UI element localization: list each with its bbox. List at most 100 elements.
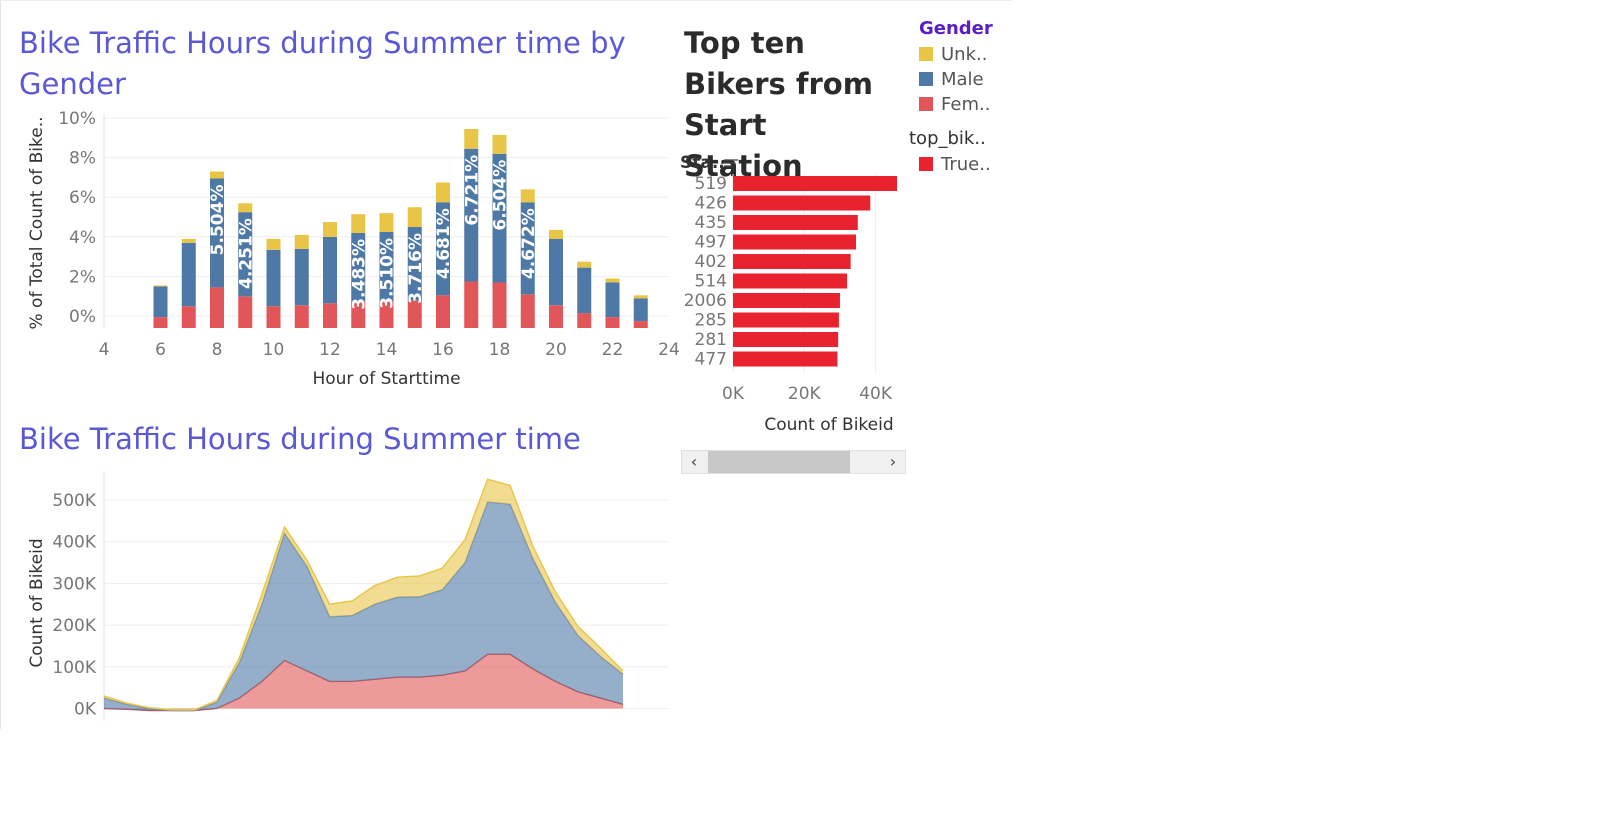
y-tick-label: 2% bbox=[69, 267, 96, 287]
legend-item-gender[interactable]: Fem.. bbox=[919, 94, 990, 116]
legend-swatch bbox=[919, 96, 933, 111]
gender-legend-title: Gender bbox=[919, 18, 993, 39]
bar-segment bbox=[605, 278, 620, 283]
bar-segment bbox=[323, 236, 337, 304]
bar-segment bbox=[549, 229, 563, 239]
bar-segment bbox=[153, 286, 168, 318]
bar bbox=[733, 195, 871, 211]
bar-segment bbox=[351, 214, 366, 233]
scrollbar-thumb[interactable] bbox=[708, 451, 850, 473]
data-label: 3.716% bbox=[406, 233, 426, 304]
category-label: 285 bbox=[695, 311, 727, 331]
area-chart-title: Bike Traffic Hours during Summer time bbox=[19, 422, 581, 456]
bar-segment bbox=[238, 296, 253, 328]
category-label: 2006 bbox=[684, 291, 727, 311]
bar bbox=[733, 351, 838, 367]
y-axis-label: % of Total Count of Bike.. bbox=[27, 116, 47, 329]
category-label: 435 bbox=[695, 213, 727, 233]
x-tick-label: 8 bbox=[212, 340, 223, 360]
bar-segment bbox=[492, 134, 507, 154]
y-tick-label: 6% bbox=[69, 188, 96, 208]
bar-segment bbox=[210, 287, 224, 328]
sort-icon[interactable] bbox=[724, 159, 738, 167]
bar-segment bbox=[633, 298, 648, 322]
x-axis-label: Hour of Starttime bbox=[312, 369, 460, 389]
bar bbox=[733, 312, 839, 328]
bar-segment bbox=[351, 301, 366, 328]
area-series bbox=[104, 654, 623, 711]
legend-item-top[interactable]: True.. bbox=[919, 154, 991, 176]
area-chart[interactable]: 0K 100K 200K 300K 400K 500K Count of Bikeid bbox=[1, 463, 681, 729]
bar-segment bbox=[153, 285, 168, 287]
y-tick-label: 300K bbox=[52, 574, 96, 594]
category-label: 402 bbox=[695, 252, 727, 272]
bar-segment bbox=[520, 294, 535, 328]
top-chart-title: Top ten Bikers from Start Station bbox=[684, 26, 873, 183]
bar bbox=[733, 293, 840, 308]
bar-segment bbox=[294, 248, 309, 306]
bar-segment bbox=[266, 306, 281, 328]
bar-segment bbox=[266, 249, 281, 307]
category-label: 281 bbox=[695, 330, 727, 350]
bar-segment bbox=[181, 242, 196, 307]
x-tick-label: 18 bbox=[489, 340, 511, 360]
scroll-left-icon[interactable]: ‹ bbox=[690, 452, 698, 471]
y-tick-label: 4% bbox=[69, 228, 96, 248]
category-label: 514 bbox=[695, 272, 727, 292]
x-tick-label: 6 bbox=[155, 340, 166, 360]
bar-segment bbox=[520, 189, 535, 203]
bar-segment bbox=[577, 313, 592, 328]
bar-segment bbox=[294, 234, 309, 249]
category-label: 519 bbox=[695, 174, 727, 194]
category-label: 497 bbox=[695, 233, 727, 253]
legend-swatch bbox=[919, 71, 933, 86]
bar-segment bbox=[520, 202, 535, 295]
y-tick-label: 100K bbox=[52, 658, 96, 678]
category-label: 426 bbox=[695, 194, 727, 214]
bar-segment bbox=[238, 203, 253, 213]
x-tick-label: 22 bbox=[602, 340, 624, 360]
legend-label: Fem.. bbox=[941, 94, 991, 115]
data-label: 3.510% bbox=[378, 238, 398, 309]
bar-segment bbox=[210, 178, 224, 288]
area-series bbox=[104, 502, 623, 711]
legend-label: True.. bbox=[941, 154, 991, 175]
bar-segment bbox=[464, 281, 479, 328]
bar bbox=[733, 215, 858, 230]
scroll-right-icon[interactable]: › bbox=[889, 452, 897, 471]
bar bbox=[733, 234, 856, 250]
bar-segment bbox=[492, 282, 507, 328]
bar-segment bbox=[294, 305, 309, 328]
legend-swatch bbox=[919, 156, 933, 171]
bar-segment bbox=[436, 295, 450, 328]
legend-swatch bbox=[919, 46, 933, 61]
data-label: 3.483% bbox=[349, 239, 369, 310]
bar-segment bbox=[492, 153, 507, 283]
legend-item-gender[interactable]: Male bbox=[919, 69, 984, 91]
y-axis-label: Count of Bikeid bbox=[27, 538, 47, 667]
y-axis-label: Sta.. bbox=[680, 153, 725, 173]
bar-segment bbox=[633, 295, 648, 299]
legend-item-gender[interactable]: Unk.. bbox=[919, 44, 987, 66]
bar-segment bbox=[379, 213, 394, 232]
y-tick-label: 500K bbox=[52, 491, 96, 511]
bar-segment bbox=[407, 300, 422, 328]
area-series-line bbox=[103, 478, 624, 711]
bar-chart-title: Bike Traffic Hours during Summer time by… bbox=[19, 26, 626, 101]
bar-segment bbox=[323, 303, 337, 328]
data-label: 6.504% bbox=[491, 160, 511, 231]
bar-segment bbox=[407, 207, 422, 228]
bar-segment bbox=[379, 301, 394, 328]
bar-segment bbox=[605, 317, 620, 328]
data-label: 4.681% bbox=[434, 208, 454, 279]
x-axis-label: Count of Bikeid bbox=[764, 415, 893, 435]
bar-segment bbox=[266, 238, 281, 250]
bar-chart[interactable]: 0% 2% 4% 6% 8% 10% 4 6 8 10 12 14 16 18 20 22 24 Hour of … bbox=[1, 106, 681, 396]
horizontal-scrollbar[interactable]: ‹ › bbox=[681, 450, 906, 474]
bar-segment bbox=[351, 232, 366, 302]
bar-segment bbox=[238, 212, 253, 297]
bar-segment bbox=[549, 305, 563, 328]
bar-segment bbox=[181, 238, 196, 243]
bar bbox=[733, 254, 851, 269]
